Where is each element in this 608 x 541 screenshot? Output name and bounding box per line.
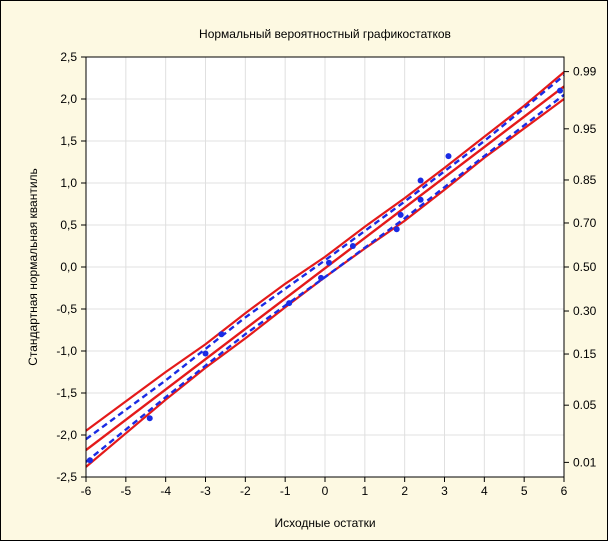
data-point: [325, 259, 332, 266]
x-tick-label: -3: [200, 484, 211, 498]
x-tick-label: -4: [160, 484, 171, 498]
y2-tick-label: 0.85: [573, 173, 597, 187]
x-tick-label: 4: [481, 484, 488, 498]
x-axis-ticks: -6 -5 -4 -3 -2 -1 0 1 2 3 4 5 6: [81, 477, 568, 498]
y-tick-label: 1,0: [60, 176, 77, 190]
x-tick-label: 1: [361, 484, 368, 498]
x-tick-label: 0: [322, 484, 329, 498]
x-tick-label: -6: [81, 484, 92, 498]
y-tick-label: -1,0: [56, 344, 77, 358]
y-tick-label: 2,5: [60, 50, 77, 64]
data-point: [349, 243, 356, 249]
y2-tick-label: 0.30: [573, 304, 597, 318]
y2-tick-label: 0.01: [573, 455, 597, 469]
dashed-bands: [85, 74, 565, 463]
y-tick-label: -1,5: [56, 386, 77, 400]
data-point: [318, 274, 325, 281]
x-tick-label: 5: [521, 484, 528, 498]
data-point: [86, 457, 93, 464]
y2-tick-label: 0.95: [573, 122, 597, 136]
chart-title: Нормальный вероятностный графикостатков: [199, 27, 451, 41]
grid-lines: [85, 56, 565, 478]
y2-tick-label: 0.50: [573, 260, 597, 274]
y-tick-label: 2,0: [60, 92, 77, 106]
y2-tick-label: 0.05: [573, 398, 597, 412]
y2-axis-ticks: 0.99 0.95 0.85 0.70 0.50 0.30 0.15 0.05 0.01: [564, 65, 597, 469]
band-upper: [85, 71, 565, 432]
y-tick-label: -0,5: [56, 302, 77, 316]
x-tick-label: -1: [280, 484, 291, 498]
fit-line-group: [85, 85, 565, 452]
data-point: [557, 87, 564, 94]
fit-line: [85, 85, 565, 452]
data-point: [146, 415, 153, 422]
x-tick-label: 2: [401, 484, 408, 498]
y-axis-label: Стандартная нормальная квантиль: [26, 168, 40, 366]
x-tick-label: 3: [441, 484, 448, 498]
data-points: [86, 87, 564, 464]
x-tick-label: -2: [240, 484, 251, 498]
dashed-band-lower: [85, 93, 565, 463]
x-tick-label: 6: [561, 484, 568, 498]
data-point: [218, 331, 225, 338]
y-tick-label: 0,0: [60, 260, 77, 274]
y2-tick-label: 0.15: [573, 347, 597, 361]
y2-tick-label: 0.70: [573, 216, 597, 230]
data-point: [417, 196, 424, 203]
y-tick-label: -2,0: [56, 428, 77, 442]
data-point: [286, 300, 293, 307]
y-tick-label: 0,5: [60, 218, 77, 232]
x-tick-label: -5: [120, 484, 131, 498]
data-point: [393, 226, 400, 233]
data-point: [445, 153, 452, 160]
data-point: [417, 177, 424, 184]
y2-tick-label: 0.99: [573, 65, 597, 79]
data-point: [202, 350, 209, 357]
y-tick-label: -2,5: [56, 470, 77, 484]
x-axis-label: Исходные остатки: [274, 516, 375, 530]
data-point: [397, 211, 404, 218]
y-axis-ticks: 2,5 2,0 1,5 1,0 0,5 0,0 -0,5 -1,0 -1,5 -2,0 -2,5: [56, 50, 86, 484]
y-tick-label: 1,5: [60, 134, 77, 148]
